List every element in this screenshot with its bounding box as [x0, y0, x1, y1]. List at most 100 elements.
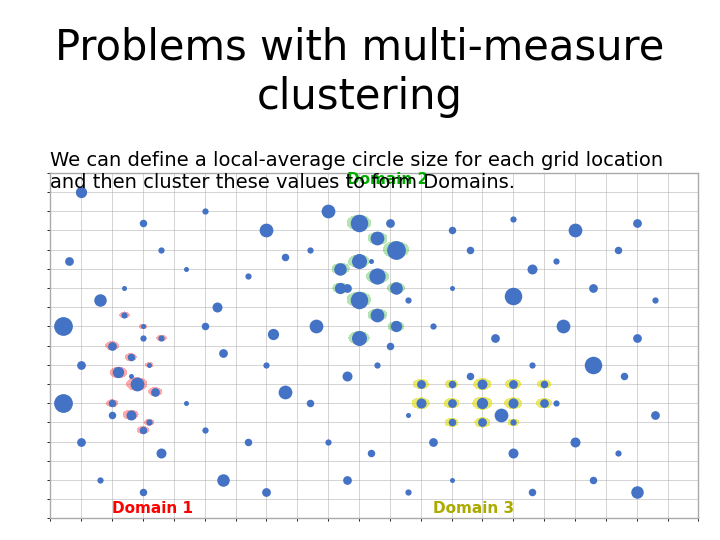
Point	[354, 257, 365, 266]
Point	[279, 253, 291, 261]
Text: Domain 3: Domain 3	[433, 501, 514, 516]
Point	[107, 410, 118, 419]
Point	[446, 380, 457, 388]
Point	[477, 380, 488, 388]
Point	[107, 341, 118, 350]
Point	[261, 487, 272, 496]
Point	[267, 330, 279, 339]
Point	[335, 265, 346, 273]
Point	[570, 437, 581, 446]
Point	[489, 334, 500, 342]
Text: We can define a local-average circle size for each grid location
and then cluste: We can define a local-average circle siz…	[50, 151, 664, 192]
Text: Domain 2: Domain 2	[346, 172, 428, 187]
Point	[138, 426, 149, 434]
Point	[446, 226, 457, 235]
Point	[217, 349, 229, 357]
Point	[539, 399, 550, 408]
Point	[372, 234, 383, 242]
Point	[143, 361, 155, 369]
Point	[649, 410, 661, 419]
Point	[551, 257, 562, 266]
Point	[390, 245, 402, 254]
Point	[242, 437, 253, 446]
Point	[125, 372, 136, 381]
Point	[341, 284, 352, 292]
Point	[366, 449, 377, 457]
Point	[150, 387, 161, 396]
Point	[354, 218, 365, 227]
Point	[125, 353, 136, 361]
Point	[57, 322, 68, 330]
Point	[323, 437, 334, 446]
Point	[390, 322, 402, 330]
Point	[94, 476, 106, 484]
Point	[372, 272, 383, 281]
Point	[304, 399, 315, 408]
Point	[631, 334, 642, 342]
Point	[156, 334, 167, 342]
Point	[477, 399, 488, 408]
Point	[526, 265, 538, 273]
Point	[217, 476, 229, 484]
Point	[372, 310, 383, 319]
Point	[384, 218, 395, 227]
Point	[261, 361, 272, 369]
Point	[138, 487, 149, 496]
Point	[446, 284, 457, 292]
Point	[107, 399, 118, 408]
Point	[384, 341, 395, 350]
Point	[335, 284, 346, 292]
Point	[588, 476, 599, 484]
Point	[526, 487, 538, 496]
Point	[508, 214, 519, 223]
Point	[76, 361, 87, 369]
Point	[372, 361, 383, 369]
Point	[464, 372, 476, 381]
Point	[631, 218, 642, 227]
Point	[366, 257, 377, 266]
Point	[588, 284, 599, 292]
Point	[415, 399, 426, 408]
Point	[310, 322, 322, 330]
Point	[427, 322, 438, 330]
Point	[508, 380, 519, 388]
Point	[415, 380, 426, 388]
Point	[508, 399, 519, 408]
Text: Problems with multi-measure
clustering: Problems with multi-measure clustering	[55, 27, 665, 118]
Point	[402, 410, 414, 419]
Point	[446, 399, 457, 408]
Point	[526, 361, 538, 369]
Point	[112, 368, 124, 377]
Point	[446, 399, 457, 408]
Point	[402, 487, 414, 496]
Point	[557, 322, 568, 330]
Point	[508, 418, 519, 427]
Point	[119, 310, 130, 319]
Point	[323, 207, 334, 215]
Point	[477, 418, 488, 427]
Point	[402, 295, 414, 304]
Point	[390, 284, 402, 292]
Point	[76, 188, 87, 197]
Point	[199, 322, 210, 330]
Point	[181, 265, 192, 273]
Point	[446, 476, 457, 484]
Point	[199, 207, 210, 215]
Point	[138, 334, 149, 342]
Point	[138, 322, 149, 330]
Point	[341, 476, 352, 484]
Point	[63, 257, 75, 266]
Point	[508, 449, 519, 457]
Point	[138, 218, 149, 227]
Point	[94, 295, 106, 304]
Point	[261, 226, 272, 235]
Point	[446, 418, 457, 427]
Point	[131, 380, 143, 388]
Point	[649, 295, 661, 304]
Point	[119, 284, 130, 292]
Point	[539, 380, 550, 388]
Point	[279, 387, 291, 396]
Text: Domain 1: Domain 1	[112, 501, 193, 516]
Point	[211, 303, 222, 312]
Point	[156, 245, 167, 254]
